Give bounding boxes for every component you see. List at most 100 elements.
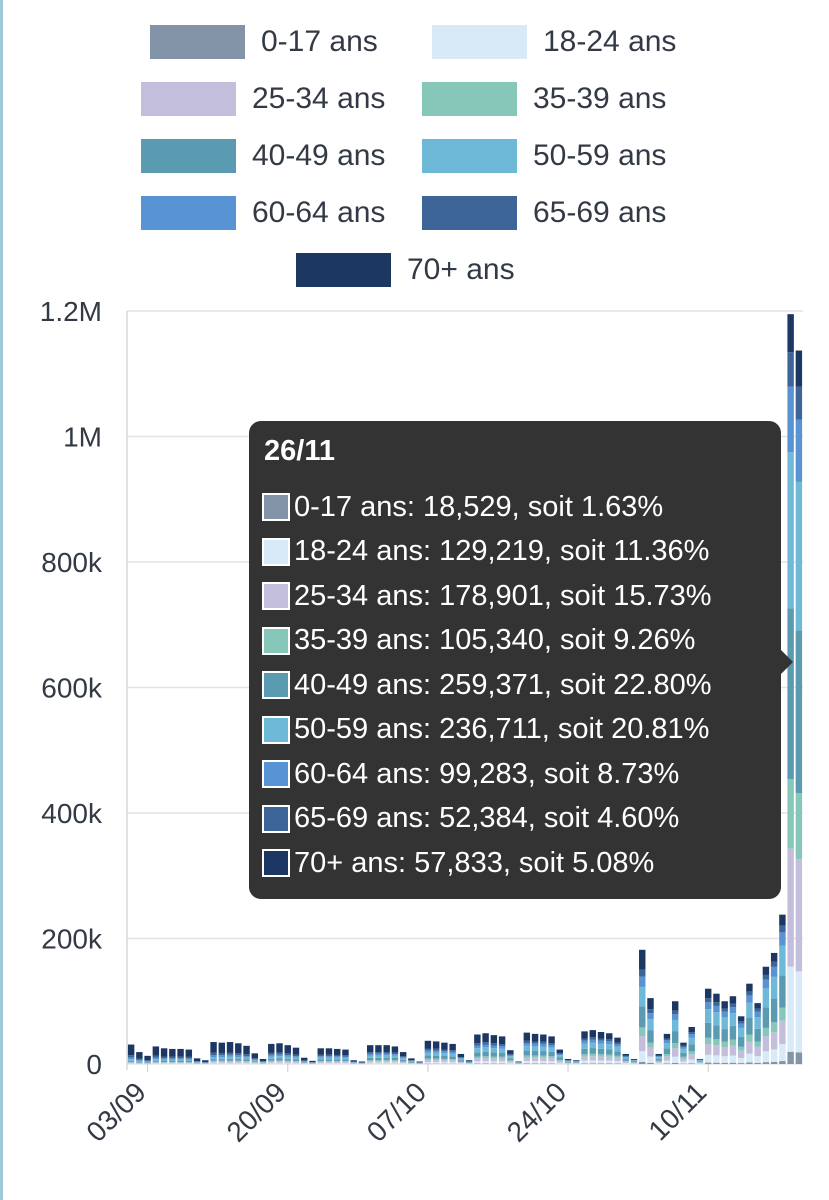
bar-stack[interactable] [746,983,753,1064]
bar-stack[interactable] [202,1060,209,1064]
legend-item[interactable]: 0-17 ans [150,22,378,62]
bar-stack[interactable] [424,1040,432,1064]
bar-stack[interactable] [680,1042,687,1064]
bar-stack[interactable] [729,996,737,1064]
bar-stack[interactable] [498,1036,506,1064]
legend-item[interactable]: 25-34 ans [141,79,385,119]
bar-stack[interactable] [655,1053,662,1064]
bar-stack[interactable] [762,966,770,1064]
bar-stack[interactable] [160,1048,168,1064]
bar-stack[interactable] [169,1048,176,1064]
bar-stack[interactable] [334,1048,341,1064]
bar-stack[interactable] [177,1048,184,1064]
bar-segment [597,1060,605,1064]
bar-stack[interactable] [457,1053,465,1064]
bar-stack[interactable] [441,1042,448,1064]
bar-stack[interactable] [465,1060,473,1064]
bar-stack[interactable] [193,1058,201,1064]
bar-stack[interactable] [408,1058,415,1064]
bar-stack[interactable] [383,1045,390,1064]
bar-stack[interactable] [688,1026,695,1064]
bar-stack[interactable] [531,1033,539,1064]
bar-stack[interactable] [779,914,786,1064]
bar-stack[interactable] [366,1045,374,1064]
bar-stack[interactable] [564,1058,572,1064]
bar-segment [630,1061,638,1063]
bar-segment [606,1044,613,1050]
bar-segment [498,1056,506,1059]
bar-stack[interactable] [540,1034,547,1064]
bar-stack[interactable] [630,1058,638,1064]
bar-stack[interactable] [251,1053,258,1064]
bar-stack[interactable] [432,1041,440,1064]
bar-stack[interactable] [218,1042,226,1064]
bar-stack[interactable] [704,988,712,1064]
bar-stack[interactable] [795,350,803,1064]
bar-segment [243,1045,250,1055]
bar-stack[interactable] [622,1053,629,1064]
bar-stack[interactable] [523,1032,531,1064]
legend-item[interactable]: 50-59 ans [422,136,666,176]
bar-stack[interactable] [268,1043,275,1064]
bar-stack[interactable] [152,1046,160,1064]
bar-stack[interactable] [548,1036,555,1064]
bar-stack[interactable] [696,1058,704,1064]
bar-stack[interactable] [210,1042,217,1064]
bar-stack[interactable] [556,1049,564,1064]
bar-stack[interactable] [713,993,720,1064]
bar-stack[interactable] [672,1001,679,1064]
bar-stack[interactable] [416,1061,423,1064]
legend-label: 70+ ans [407,253,515,286]
bar-stack[interactable] [243,1045,250,1064]
bar-stack[interactable] [375,1045,382,1064]
legend-item[interactable]: 70+ ans [296,250,515,290]
bar-segment [672,1019,679,1032]
bar-stack[interactable] [614,1037,621,1064]
bar-stack[interactable] [482,1033,489,1064]
bar-stack[interactable] [276,1043,283,1064]
bar-stack[interactable] [474,1034,481,1064]
bar-stack[interactable] [589,1030,596,1064]
bar-stack[interactable] [301,1057,308,1064]
bar-stack[interactable] [606,1033,613,1064]
bar-stack[interactable] [292,1047,300,1064]
bar-stack[interactable] [449,1043,456,1064]
bar-stack[interactable] [259,1058,267,1064]
bar-stack[interactable] [754,1003,761,1064]
bar-stack[interactable] [507,1050,514,1064]
legend-item[interactable]: 35-39 ans [422,79,666,119]
bar-stack[interactable] [573,1060,580,1064]
bar-stack[interactable] [235,1043,242,1064]
legend-item[interactable]: 18-24 ans [432,22,676,62]
bar-stack[interactable] [136,1052,143,1064]
bar-stack[interactable] [597,1032,605,1064]
bar-stack[interactable] [350,1060,357,1064]
bar-stack[interactable] [358,1061,366,1064]
bar-stack[interactable] [325,1048,333,1064]
y-axis-tick-labels: 0 200k 400k 600k 800k 1M 1.2M [40,296,103,1080]
bar-stack[interactable] [127,1044,135,1064]
legend-item[interactable]: 60-64 ans [141,193,385,233]
bar-stack[interactable] [515,1061,522,1064]
bar-stack[interactable] [737,1016,745,1064]
bar-stack[interactable] [663,1033,671,1064]
bar-stack[interactable] [144,1055,151,1064]
bar-stack[interactable] [342,1049,349,1064]
bar-stack[interactable] [185,1049,193,1064]
bar-stack[interactable] [391,1046,399,1064]
bar-segment [317,1061,324,1063]
bar-stack[interactable] [309,1060,316,1064]
bar-stack[interactable] [721,1001,728,1064]
bar-stack[interactable] [647,998,654,1064]
bar-stack[interactable] [284,1045,291,1064]
bar-stack[interactable] [787,314,794,1064]
bar-stack[interactable] [317,1048,324,1064]
bar-stack[interactable] [639,949,646,1064]
bar-stack[interactable] [581,1031,588,1064]
bar-stack[interactable] [399,1052,407,1064]
legend-item[interactable]: 65-69 ans [422,193,666,233]
legend-item[interactable]: 40-49 ans [141,136,385,176]
bar-stack[interactable] [770,952,778,1064]
bar-stack[interactable] [226,1042,234,1064]
bar-stack[interactable] [490,1035,498,1064]
